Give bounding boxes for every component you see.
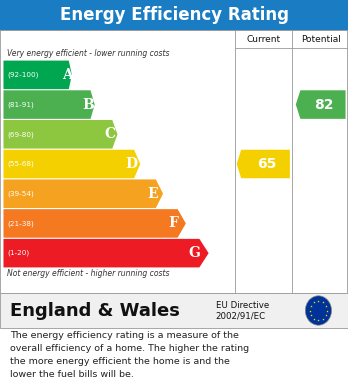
Polygon shape — [3, 150, 140, 178]
Text: Current: Current — [246, 34, 280, 43]
Polygon shape — [237, 150, 290, 178]
Text: 82: 82 — [314, 98, 334, 111]
Polygon shape — [3, 90, 95, 119]
Circle shape — [305, 296, 332, 325]
Text: F: F — [168, 217, 179, 230]
Text: Very energy efficient - lower running costs: Very energy efficient - lower running co… — [7, 50, 169, 59]
Text: (92-100): (92-100) — [8, 72, 39, 78]
Text: (1-20): (1-20) — [8, 250, 30, 256]
Text: D: D — [125, 157, 137, 171]
Text: (69-80): (69-80) — [8, 131, 34, 138]
Text: Potential: Potential — [301, 34, 341, 43]
Text: E: E — [147, 187, 158, 201]
Text: (21-38): (21-38) — [8, 220, 34, 227]
Text: C: C — [104, 127, 115, 141]
Text: A: A — [62, 68, 73, 82]
Polygon shape — [3, 120, 118, 149]
Polygon shape — [296, 90, 346, 119]
Text: G: G — [189, 246, 201, 260]
Text: The energy efficiency rating is a measure of the
overall efficiency of a home. T: The energy efficiency rating is a measur… — [10, 331, 250, 378]
Text: 65: 65 — [257, 157, 276, 171]
Text: (39-54): (39-54) — [8, 190, 34, 197]
Text: 2002/91/EC: 2002/91/EC — [216, 311, 266, 320]
Polygon shape — [3, 61, 72, 89]
Text: (81-91): (81-91) — [8, 101, 34, 108]
Bar — [0, 0, 348, 30]
Text: England & Wales: England & Wales — [10, 301, 180, 319]
Text: Energy Efficiency Rating: Energy Efficiency Rating — [60, 6, 288, 24]
Polygon shape — [3, 179, 163, 208]
Bar — [0, 293, 348, 328]
Text: Not energy efficient - higher running costs: Not energy efficient - higher running co… — [7, 269, 169, 278]
Text: (55-68): (55-68) — [8, 161, 34, 167]
Text: EU Directive: EU Directive — [216, 301, 269, 310]
Bar — [0, 30, 348, 293]
Polygon shape — [3, 239, 209, 267]
Text: B: B — [82, 98, 94, 111]
Polygon shape — [3, 209, 186, 238]
